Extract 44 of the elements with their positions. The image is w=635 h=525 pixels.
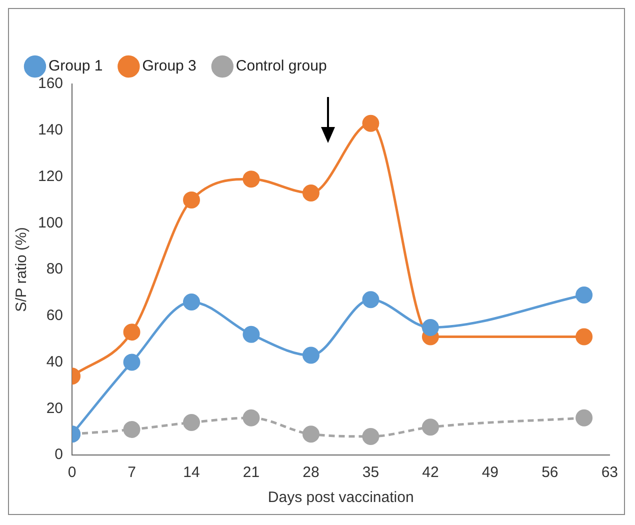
x-tick-label: 42 [422,464,439,482]
y-tick-label: 80 [46,260,64,278]
x-tick-label: 7 [128,464,136,482]
y-tick-label: 120 [38,168,64,185]
x-tick-label: 63 [601,464,618,482]
point [422,418,439,436]
x-tick-label: 28 [302,464,320,482]
point [242,409,260,426]
point [576,286,593,304]
point [242,170,260,188]
point [362,291,380,308]
point [422,318,439,336]
x-tick-label: 35 [362,464,380,482]
point [183,414,200,432]
x-tick-label: 56 [542,464,558,482]
y-tick-label: 160 [38,75,64,92]
point [302,184,320,202]
y-axis-title: S/P ratio (%) [13,227,30,312]
point [302,346,320,364]
x-tick-label: 14 [183,464,200,482]
y-tick-label: 60 [46,307,64,324]
y-tick-label: 0 [54,446,64,464]
y-tick-label: 140 [38,122,64,139]
point [183,191,200,208]
point [362,114,380,132]
x-axis-title: Days post vaccination [268,489,414,506]
point [362,428,380,445]
point [576,409,593,426]
legend-label: Control group [236,58,327,75]
point [576,328,593,346]
y-tick-label: 100 [38,214,64,232]
legend-label: Group 1 [48,58,103,75]
point [123,324,140,341]
x-tick-label: 49 [482,464,499,482]
point [242,326,260,343]
x-tick-label: 21 [242,464,260,482]
x-tick-label: 0 [68,464,76,482]
legend-label: Group 3 [142,58,196,75]
point [123,420,140,438]
y-tick-label: 40 [46,353,64,370]
point [123,354,140,371]
y-tick-label: 20 [46,400,64,417]
point [302,426,320,443]
point [183,293,200,310]
